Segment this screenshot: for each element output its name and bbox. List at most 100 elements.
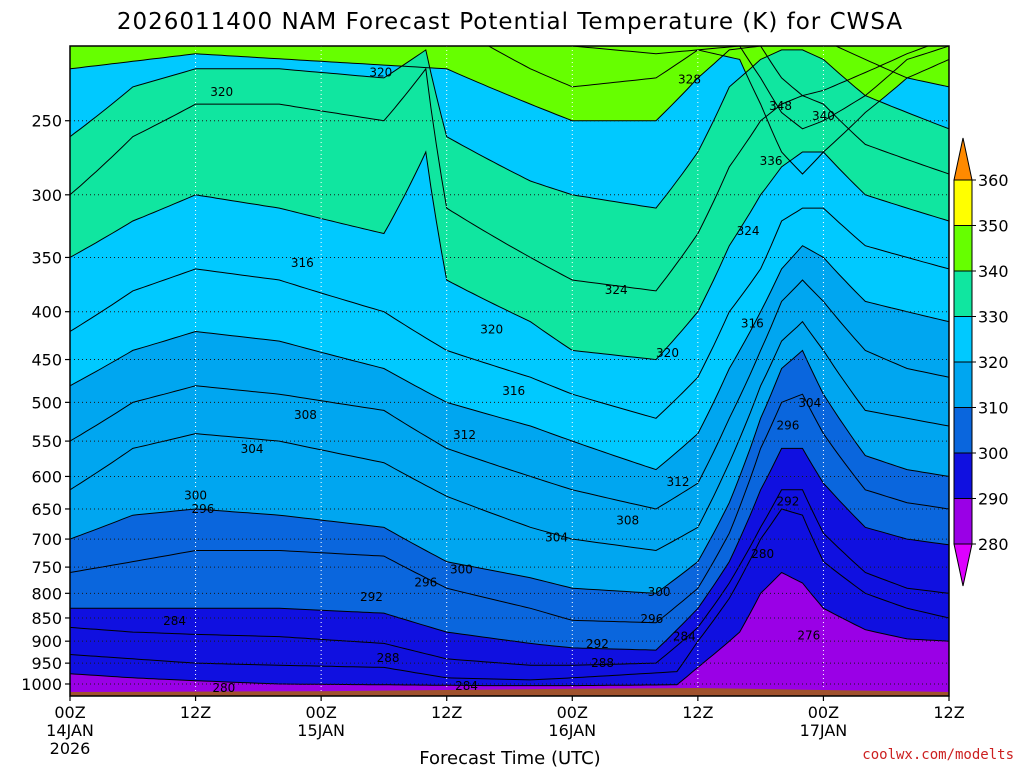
x-tick-label: 00Z	[557, 703, 588, 722]
colorbar-label: 280	[978, 535, 1009, 554]
colorbar-segment	[953, 361, 973, 408]
x-tick-label: 00Z	[305, 703, 336, 722]
contour-label: 324	[605, 283, 628, 297]
isentrope-316	[70, 207, 949, 419]
x-tick-label: 12Z	[933, 703, 964, 722]
colorbar-legend: 280 290 300 310 320 330 340 350 360	[953, 137, 1009, 587]
isentrope-328	[70, 49, 949, 209]
contour-label: 292	[586, 637, 609, 651]
contour-label: 292	[776, 494, 799, 508]
contour-label: 308	[294, 408, 317, 422]
colorbar-label: 330	[978, 308, 1009, 327]
x-tick-date-label: 16JAN	[548, 721, 596, 740]
x-tick-year-label: 2026	[50, 739, 91, 758]
y-tick-label: 250	[31, 112, 62, 131]
credit-text: coolwx.com/modelts	[862, 747, 1014, 763]
y-tick-label: 500	[31, 393, 62, 412]
colorbar-top-extend	[953, 137, 973, 181]
band-332	[70, 46, 949, 121]
contour-label: 300	[184, 489, 207, 503]
colorbar-label: 290	[978, 490, 1009, 509]
contour-label: 288	[377, 651, 400, 665]
y-tick-label: 400	[31, 303, 62, 322]
contour-label: 308	[616, 514, 639, 528]
contour-label: 304	[241, 442, 264, 456]
y-tick-label: 750	[31, 558, 62, 577]
contour-label: 304	[545, 530, 568, 544]
isentrope-332	[70, 46, 949, 122]
contour-label: 336	[760, 154, 783, 168]
x-tick-label: 12Z	[682, 703, 713, 722]
isentrope-336	[488, 46, 949, 175]
isentrope-340	[572, 46, 949, 130]
contour-label: 348	[769, 99, 792, 113]
y-tick-label: 600	[31, 467, 62, 486]
colorbar-label: 340	[978, 262, 1009, 281]
contour-label: 288	[591, 656, 614, 670]
x-tick-label: 00Z	[808, 703, 839, 722]
y-tick-label: 450	[31, 351, 62, 370]
y-tick-label: 350	[31, 248, 62, 267]
contour-label: 284	[673, 630, 696, 644]
colorbar-bottom-extend	[953, 543, 973, 587]
isentrope-288	[70, 489, 949, 666]
y-tick-label: 650	[31, 500, 62, 519]
colorbar-segment	[953, 316, 973, 363]
x-tick-label: 00Z	[54, 703, 85, 722]
isentrope-304	[70, 320, 949, 552]
contour-label: 324	[737, 224, 760, 238]
colorbar-label: 320	[978, 353, 1009, 372]
isentrope-280	[70, 571, 949, 687]
y-tick-label: 700	[31, 530, 62, 549]
plot-area: 320 320 328 348 340 336 316 324 324 316 320 320 316 3…	[70, 46, 949, 696]
isentrope-296	[70, 393, 949, 624]
y-tick-label: 950	[31, 654, 62, 673]
colorbar-label: 300	[978, 444, 1009, 463]
contour-labels: 320 320 328 348 340 336 316 324 324 316 320 320 316 3…	[163, 66, 835, 696]
y-tick-label: 550	[31, 432, 62, 451]
isentrope-320	[70, 150, 949, 361]
y-tick-label: 850	[31, 609, 62, 628]
contour-label: 320	[480, 323, 503, 337]
y-tick-label: 900	[31, 632, 62, 651]
isentrope-292	[70, 447, 949, 651]
isentrope-348	[760, 46, 929, 97]
contour-label: 280	[212, 681, 235, 695]
isentrope-lines	[70, 46, 949, 687]
y-tick-label: 1000	[21, 675, 62, 694]
contour-label: 284	[455, 679, 478, 693]
colorbar-segment	[953, 498, 973, 545]
contour-label: 292	[360, 590, 383, 604]
x-tick-date-label: 15JAN	[297, 721, 345, 740]
y-axis: 250 300 350 400 450 500 550 600 650 700 750 800 850 9…	[21, 112, 70, 694]
x-tick-label: 12Z	[180, 703, 211, 722]
colorbar-segment	[953, 225, 973, 272]
contour-label: 296	[191, 502, 214, 516]
colorbar-segment	[953, 179, 973, 226]
contour-label: 312	[453, 428, 476, 442]
x-axis-label: Forecast Time (UTC)	[419, 748, 600, 768]
contour-label: 300	[648, 585, 671, 599]
contour-label: 312	[667, 475, 690, 489]
terrain-surface	[70, 688, 949, 696]
x-tick-label: 12Z	[431, 703, 462, 722]
isentrope-308	[70, 279, 949, 510]
contour-label: 328	[678, 73, 701, 87]
band-280	[70, 572, 949, 696]
contour-label: 320	[369, 66, 392, 80]
contour-label: 304	[798, 396, 821, 410]
contour-label: 296	[640, 612, 663, 626]
contour-label: 284	[163, 614, 186, 628]
y-tick-label: 800	[31, 584, 62, 603]
contour-label: 316	[741, 317, 764, 331]
chart-title: 2026011400 NAM Forecast Potential Temper…	[117, 9, 903, 35]
colorbar-segment	[953, 270, 973, 317]
contour-label: 340	[812, 109, 835, 123]
contour-label: 296	[776, 418, 799, 432]
colorbar-label: 360	[978, 171, 1009, 190]
colorbar-segment	[953, 407, 973, 454]
contour-label: 320	[656, 346, 679, 360]
contour-label: 316	[291, 256, 314, 270]
x-tick-date-label: 17JAN	[800, 721, 848, 740]
